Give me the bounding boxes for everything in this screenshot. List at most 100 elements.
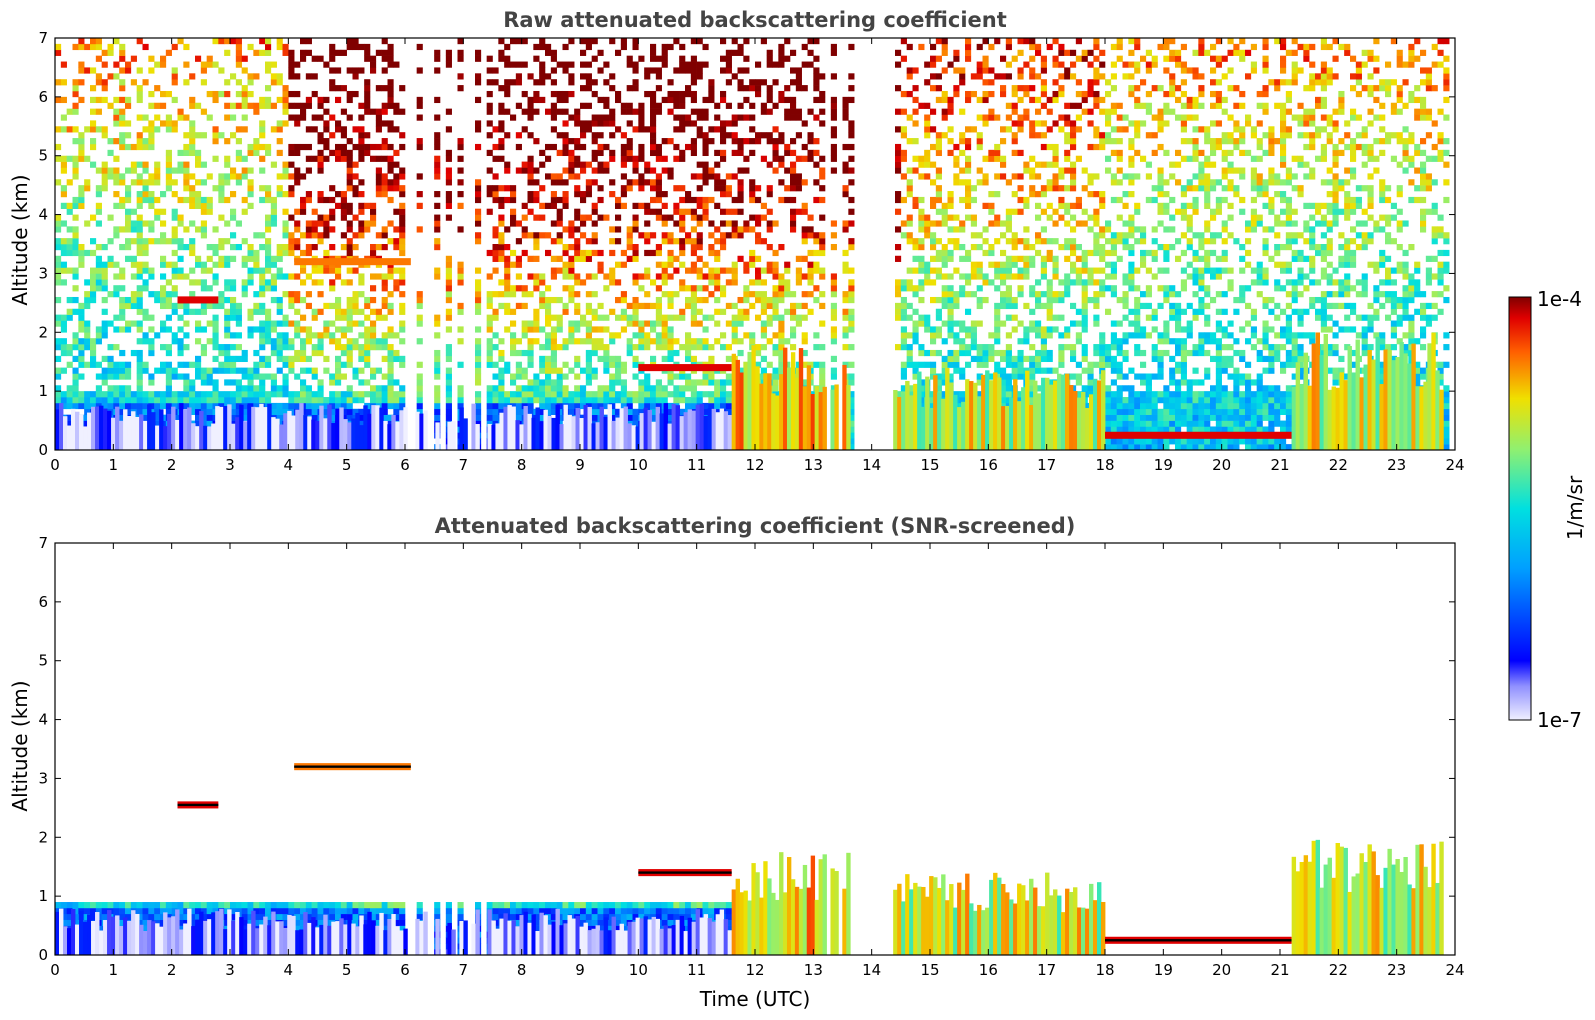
panel-title: Raw attenuated backscattering coefficien… <box>503 8 1007 32</box>
backscatter-cell <box>107 402 114 410</box>
backscatter-cell <box>941 296 948 304</box>
backscatter-cell <box>492 291 499 298</box>
backscatter-cell <box>842 96 849 104</box>
backscatter-cell <box>720 179 727 186</box>
backscatter-cell <box>247 249 254 257</box>
backscatter-cell <box>200 226 207 233</box>
backscatter-cell <box>235 149 242 157</box>
backscatter-cell <box>626 344 633 351</box>
backscatter-cell <box>457 226 464 233</box>
backscatter-cell <box>253 49 260 56</box>
backscatter-cell <box>585 126 592 133</box>
backscatter-cell <box>165 49 172 56</box>
backscatter-cell <box>457 261 464 268</box>
backscatter-cell <box>661 202 668 209</box>
backscatter-cell <box>265 279 272 286</box>
backscatter-cell <box>626 108 633 115</box>
backscatter-cell <box>690 320 697 327</box>
backscatter-cell <box>953 214 960 221</box>
backscatter-cell <box>370 67 377 74</box>
backscatter-cell <box>212 302 219 310</box>
backscatter-cell <box>970 291 977 298</box>
backscatter-cell <box>661 96 668 104</box>
backscatter-cell <box>941 285 948 292</box>
backscatter-cell <box>387 302 394 310</box>
backscatter-cell <box>212 397 219 404</box>
backscatter-cell <box>317 167 324 174</box>
backscatter-cell <box>445 291 452 298</box>
backscatter-cell <box>148 326 155 333</box>
backscatter-cell <box>533 279 540 286</box>
backscatter-cell <box>492 373 499 380</box>
backscatter-cell <box>154 391 161 398</box>
backscatter-cell <box>358 308 365 315</box>
backscatter-cell <box>679 249 686 257</box>
backscatter-cell <box>731 338 738 345</box>
backscatter-cell <box>381 143 388 151</box>
backscatter-cell <box>667 402 674 410</box>
backscatter-cell <box>527 73 534 80</box>
backscatter-cell <box>253 232 260 239</box>
backscatter-cell <box>895 167 902 174</box>
backscatter-cell <box>434 167 441 174</box>
backscatter-cell <box>300 279 307 286</box>
backscatter-cell <box>195 161 202 168</box>
backscatter-cell <box>556 232 563 239</box>
backscatter-cell <box>580 38 587 45</box>
backscatter-cell <box>416 191 423 198</box>
backscatter-cell <box>953 173 960 180</box>
backscatter-cell <box>515 73 522 80</box>
backscatter-cell <box>78 155 85 162</box>
backscatter-cell <box>72 267 79 274</box>
backscatter-cell <box>743 138 750 145</box>
backscatter-cell <box>725 220 732 227</box>
backscatter-cell <box>270 61 277 68</box>
backscatter-cell <box>300 379 307 386</box>
backscatter-cell <box>574 208 581 215</box>
backscatter-cell <box>947 320 954 327</box>
backscatter-cell <box>679 314 686 321</box>
backscatter-cell <box>323 355 330 363</box>
backscatter-cell <box>574 120 581 127</box>
backscatter-cell <box>206 244 213 251</box>
backscatter-cell <box>900 149 907 157</box>
backscatter-cell <box>224 220 231 227</box>
backscatter-cell <box>282 273 289 280</box>
backscatter-cell <box>165 173 172 180</box>
backscatter-cell <box>504 161 511 168</box>
backscatter-cell <box>136 291 143 298</box>
backscatter-cell <box>230 102 237 109</box>
backscatter-cell <box>953 391 960 398</box>
backscatter-cell <box>533 43 540 51</box>
backscatter-cell <box>580 314 587 321</box>
backscatter-cell <box>580 255 587 262</box>
backscatter-cell <box>154 114 161 121</box>
backscatter-cell <box>72 285 79 292</box>
backscatter-cell <box>393 161 400 168</box>
backscatter-cell <box>953 226 960 233</box>
backscatter-cell <box>329 379 336 386</box>
backscatter-cell <box>224 238 231 245</box>
backscatter-cell <box>795 314 802 321</box>
backscatter-cell <box>772 267 779 274</box>
backscatter-cell <box>352 320 359 327</box>
backscatter-cell <box>107 355 114 363</box>
backscatter-cell <box>655 385 662 392</box>
backscatter-cell <box>253 373 260 380</box>
backscatter-cell <box>235 344 242 351</box>
backscatter-cell <box>527 338 534 345</box>
backscatter-cell <box>224 296 231 304</box>
backscatter-cell <box>358 232 365 239</box>
backscatter-cell <box>644 344 651 351</box>
backscatter-cell <box>953 291 960 298</box>
backscatter-cell <box>580 214 587 221</box>
backscatter-cell <box>655 185 662 192</box>
backscatter-cell <box>294 332 301 339</box>
backscatter-cell <box>84 185 91 192</box>
backscatter-cell <box>224 155 231 162</box>
backscatter-cell <box>270 320 277 327</box>
backscatter-cell <box>329 114 336 121</box>
backscatter-cell <box>393 355 400 363</box>
backscatter-cell <box>760 214 767 221</box>
backscatter-cell <box>819 173 826 180</box>
